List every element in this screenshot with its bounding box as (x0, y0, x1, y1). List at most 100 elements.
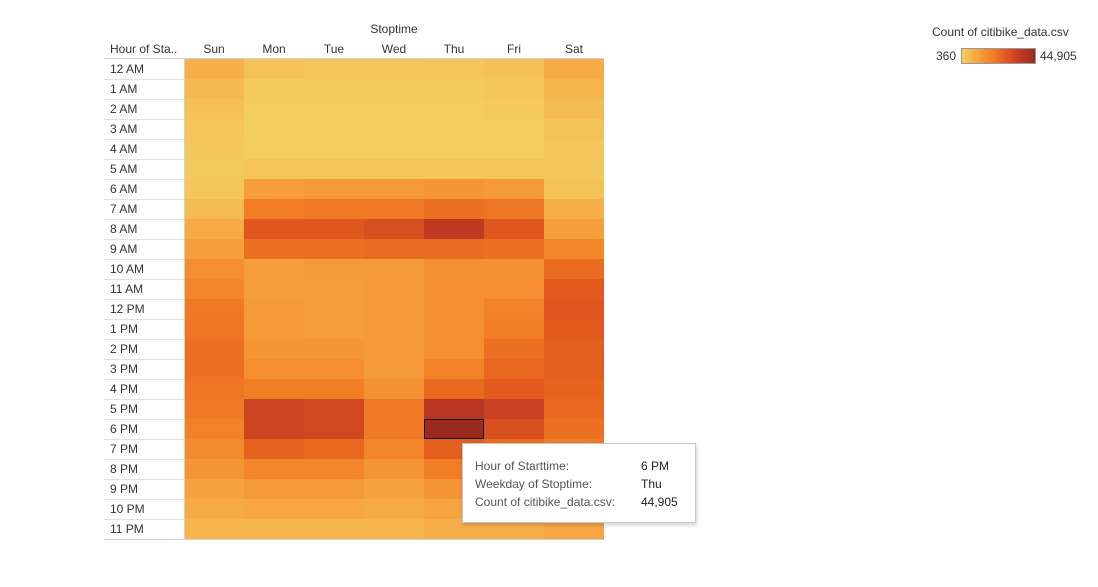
heatmap-cell-5-am-mon[interactable] (244, 159, 304, 179)
row-label-11-am[interactable]: 11 AM (110, 282, 144, 296)
heatmap-cell-10-am-sat[interactable] (544, 259, 604, 279)
heatmap-cell-10-am-thu[interactable] (424, 259, 484, 279)
row-label-4-pm[interactable]: 4 PM (110, 382, 139, 396)
heatmap-cell-12-am-mon[interactable] (244, 59, 304, 79)
heatmap-cell-11-pm-sat[interactable] (544, 519, 604, 539)
heatmap-cell-4-pm-thu[interactable] (424, 379, 484, 399)
heatmap-cell-7-am-thu[interactable] (424, 199, 484, 219)
heatmap-cell-3-am-sat[interactable] (544, 119, 604, 139)
heatmap-cell-8-pm-sun[interactable] (184, 459, 244, 479)
column-header-sun[interactable]: Sun (203, 42, 225, 56)
heatmap-cell-8-pm-tue[interactable] (304, 459, 364, 479)
heatmap-cell-7-pm-wed[interactable] (364, 439, 424, 459)
heatmap-cell-4-pm-tue[interactable] (304, 379, 364, 399)
row-label-12-pm[interactable]: 12 PM (110, 302, 145, 316)
row-field-title[interactable]: Hour of Sta.. (110, 42, 178, 56)
heatmap-cell-9-am-tue[interactable] (304, 239, 364, 259)
heatmap-cell-12-pm-thu[interactable] (424, 299, 484, 319)
row-label-10-pm[interactable]: 10 PM (110, 502, 145, 516)
heatmap-cell-8-pm-mon[interactable] (244, 459, 304, 479)
heatmap-cell-12-am-tue[interactable] (304, 59, 364, 79)
heatmap-cell-6-am-fri[interactable] (484, 179, 544, 199)
heatmap-cell-10-pm-tue[interactable] (304, 499, 364, 519)
heatmap-cell-1-am-sat[interactable] (544, 79, 604, 99)
heatmap-cell-11-pm-mon[interactable] (244, 519, 304, 539)
heatmap-cell-2-am-sun[interactable] (184, 99, 244, 119)
heatmap-cell-3-am-fri[interactable] (484, 119, 544, 139)
heatmap-cell-6-am-sat[interactable] (544, 179, 604, 199)
heatmap-cell-2-am-thu[interactable] (424, 99, 484, 119)
heatmap-cell-5-am-wed[interactable] (364, 159, 424, 179)
heatmap-cell-5-pm-mon[interactable] (244, 399, 304, 419)
heatmap-cell-10-am-wed[interactable] (364, 259, 424, 279)
row-label-12-am[interactable]: 12 AM (110, 62, 145, 76)
heatmap-cell-1-am-thu[interactable] (424, 79, 484, 99)
heatmap-cell-11-am-wed[interactable] (364, 279, 424, 299)
heatmap-cell-1-am-wed[interactable] (364, 79, 424, 99)
heatmap-cell-4-pm-sat[interactable] (544, 379, 604, 399)
row-label-3-pm[interactable]: 3 PM (110, 362, 139, 376)
heatmap-cell-4-am-mon[interactable] (244, 139, 304, 159)
row-label-8-pm[interactable]: 8 PM (110, 462, 139, 476)
heatmap-cell-9-pm-mon[interactable] (244, 479, 304, 499)
heatmap-cell-6-pm-tue[interactable] (304, 419, 364, 439)
heatmap-cell-6-pm-mon[interactable] (244, 419, 304, 439)
heatmap-cell-9-am-fri[interactable] (484, 239, 544, 259)
row-label-2-pm[interactable]: 2 PM (110, 342, 139, 356)
heatmap-cell-2-am-fri[interactable] (484, 99, 544, 119)
heatmap-cell-3-pm-wed[interactable] (364, 359, 424, 379)
heatmap-cell-6-pm-fri[interactable] (484, 419, 544, 439)
heatmap-cell-5-pm-sun[interactable] (184, 399, 244, 419)
row-label-10-am[interactable]: 10 AM (110, 262, 145, 276)
heatmap-cell-3-am-sun[interactable] (184, 119, 244, 139)
heatmap-cell-3-pm-thu[interactable] (424, 359, 484, 379)
heatmap-cell-11-am-sat[interactable] (544, 279, 604, 299)
heatmap-cell-8-am-fri[interactable] (484, 219, 544, 239)
heatmap-cell-2-pm-wed[interactable] (364, 339, 424, 359)
heatmap-cell-12-pm-tue[interactable] (304, 299, 364, 319)
heatmap-cell-11-pm-thu[interactable] (424, 519, 484, 539)
heatmap-cell-2-am-sat[interactable] (544, 99, 604, 119)
heatmap-cell-11-am-fri[interactable] (484, 279, 544, 299)
heatmap-cell-1-pm-fri[interactable] (484, 319, 544, 339)
heatmap-cell-1-am-tue[interactable] (304, 79, 364, 99)
heatmap-cell-9-am-sun[interactable] (184, 239, 244, 259)
heatmap-cell-2-pm-tue[interactable] (304, 339, 364, 359)
heatmap-cell-4-am-thu[interactable] (424, 139, 484, 159)
heatmap-cell-12-pm-wed[interactable] (364, 299, 424, 319)
heatmap-cell-4-am-sat[interactable] (544, 139, 604, 159)
row-label-5-am[interactable]: 5 AM (110, 162, 138, 176)
heatmap-cell-9-am-wed[interactable] (364, 239, 424, 259)
heatmap-cell-6-am-mon[interactable] (244, 179, 304, 199)
heatmap-cell-5-am-tue[interactable] (304, 159, 364, 179)
heatmap-cell-5-pm-wed[interactable] (364, 399, 424, 419)
heatmap-cell-7-am-mon[interactable] (244, 199, 304, 219)
heatmap-cell-4-pm-fri[interactable] (484, 379, 544, 399)
heatmap-cell-7-am-sat[interactable] (544, 199, 604, 219)
heatmap-cell-2-pm-fri[interactable] (484, 339, 544, 359)
row-label-7-pm[interactable]: 7 PM (110, 442, 139, 456)
heatmap-cell-8-am-mon[interactable] (244, 219, 304, 239)
heatmap-cell-2-am-wed[interactable] (364, 99, 424, 119)
heatmap-cell-1-pm-sat[interactable] (544, 319, 604, 339)
heatmap-cell-1-pm-thu[interactable] (424, 319, 484, 339)
heatmap-cell-6-pm-wed[interactable] (364, 419, 424, 439)
heatmap-cell-3-am-wed[interactable] (364, 119, 424, 139)
column-header-thu[interactable]: Thu (443, 42, 465, 56)
heatmap-cell-3-pm-fri[interactable] (484, 359, 544, 379)
heatmap-cell-9-pm-tue[interactable] (304, 479, 364, 499)
heatmap-cell-12-am-fri[interactable] (484, 59, 544, 79)
row-label-3-am[interactable]: 3 AM (110, 122, 138, 136)
heatmap-cell-3-am-thu[interactable] (424, 119, 484, 139)
heatmap-cell-5-pm-tue[interactable] (304, 399, 364, 419)
heatmap-cell-5-pm-thu[interactable] (424, 399, 484, 419)
heatmap-cell-2-pm-mon[interactable] (244, 339, 304, 359)
heatmap-cell-2-am-tue[interactable] (304, 99, 364, 119)
heatmap-cell-6-pm-thu[interactable] (424, 419, 484, 439)
heatmap-cell-3-pm-sun[interactable] (184, 359, 244, 379)
heatmap-cell-12-am-thu[interactable] (424, 59, 484, 79)
heatmap-cell-3-pm-sat[interactable] (544, 359, 604, 379)
heatmap-cell-9-pm-sun[interactable] (184, 479, 244, 499)
heatmap-cell-10-pm-wed[interactable] (364, 499, 424, 519)
heatmap-cell-4-pm-sun[interactable] (184, 379, 244, 399)
